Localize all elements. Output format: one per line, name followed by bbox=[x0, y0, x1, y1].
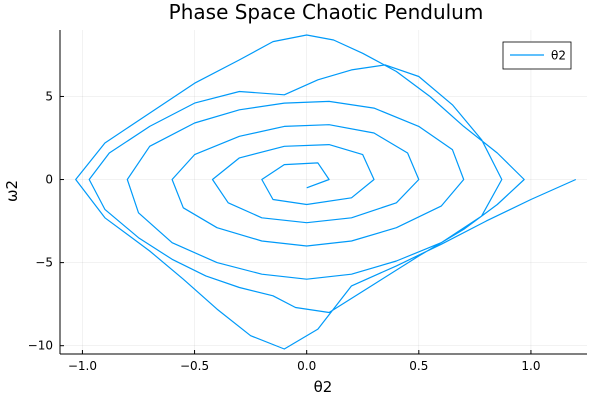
x-tick-label: 1.0 bbox=[521, 359, 540, 373]
legend-label: θ2 bbox=[551, 49, 566, 63]
x-tick-label: −0.5 bbox=[180, 359, 209, 373]
x-tick-label: −1.0 bbox=[68, 359, 97, 373]
series-layer bbox=[75, 34, 577, 350]
y-tick-group: −10 −5 0 5 bbox=[28, 89, 64, 353]
x-tick-group: −1.0 −0.5 0.0 0.5 1.0 bbox=[68, 350, 540, 373]
y-tick-label: −5 bbox=[35, 256, 53, 270]
chart-title: Phase Space Chaotic Pendulum bbox=[169, 0, 484, 24]
x-tick-label: 0.5 bbox=[409, 359, 428, 373]
axes bbox=[59, 30, 587, 355]
legend: θ2 bbox=[502, 41, 572, 70]
x-axis-label: θ2 bbox=[314, 378, 333, 396]
y-tick-label: 5 bbox=[45, 89, 53, 103]
y-tick-label: −10 bbox=[28, 339, 53, 353]
y-tick-label: 0 bbox=[45, 173, 53, 187]
series-line bbox=[75, 34, 577, 350]
y-axis-label: ω2 bbox=[3, 180, 21, 202]
x-tick-label: 0.0 bbox=[297, 359, 316, 373]
grid bbox=[60, 30, 587, 354]
